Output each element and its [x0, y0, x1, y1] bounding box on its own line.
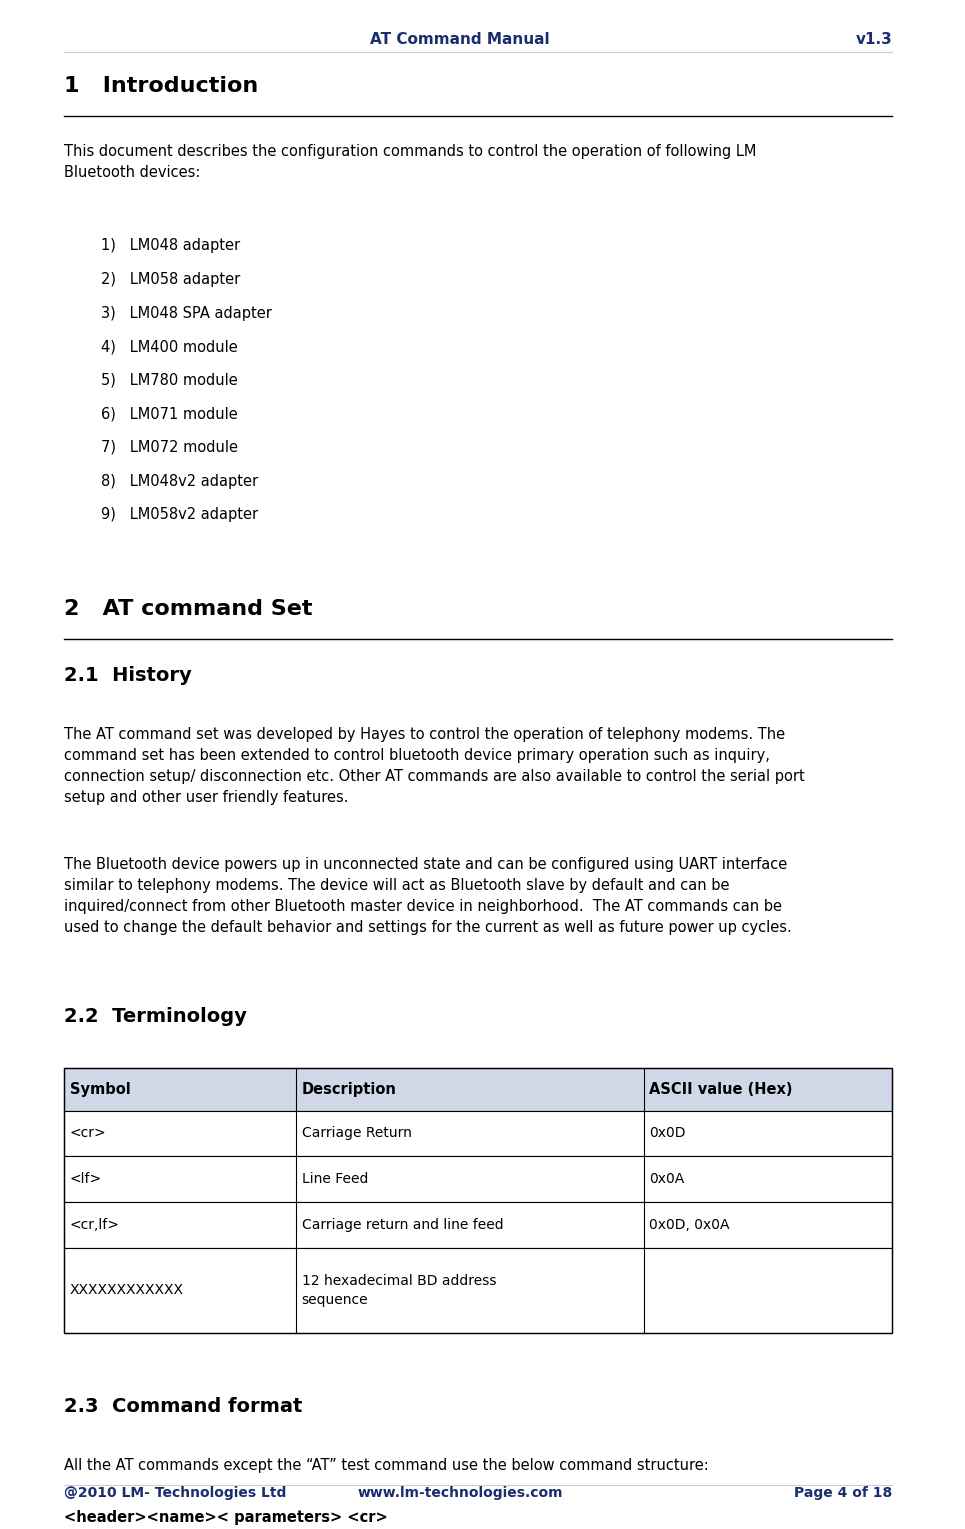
Text: 9)   LM058v2 adapter: 9) LM058v2 adapter [101, 508, 259, 521]
Bar [65, 1067, 893, 1333]
Bar [65, 1202, 893, 1248]
Text: All the AT commands except the “AT” test command use the below command structure: All the AT commands except the “AT” test… [65, 1459, 709, 1472]
Text: 4)   LM400 module: 4) LM400 module [101, 339, 238, 355]
Bar [65, 1248, 893, 1333]
Text: 12 hexadecimal BD address
sequence: 12 hexadecimal BD address sequence [302, 1274, 496, 1307]
Text: Line Feed: Line Feed [302, 1173, 368, 1187]
Text: 3)   LM048 SPA adapter: 3) LM048 SPA adapter [101, 306, 272, 321]
Bar [65, 1067, 893, 1110]
Text: The Bluetooth device powers up in unconnected state and can be configured using : The Bluetooth device powers up in unconn… [65, 856, 792, 934]
Text: 7)   LM072 module: 7) LM072 module [101, 440, 238, 456]
Text: 0x0D, 0x0A: 0x0D, 0x0A [649, 1219, 730, 1232]
Text: <cr>: <cr> [69, 1127, 106, 1141]
Text: 2.2  Terminology: 2.2 Terminology [65, 1006, 247, 1026]
Text: 2)   LM058 adapter: 2) LM058 adapter [101, 272, 240, 287]
Text: 5)   LM780 module: 5) LM780 module [101, 373, 238, 388]
Text: Description: Description [302, 1081, 397, 1096]
Text: Carriage Return: Carriage Return [302, 1127, 411, 1141]
Text: 2   AT command Set: 2 AT command Set [65, 599, 313, 619]
Text: ASCII value (Hex): ASCII value (Hex) [649, 1081, 793, 1096]
Text: 6)   LM071 module: 6) LM071 module [101, 407, 238, 422]
Text: The AT command set was developed by Hayes to control the operation of telephony : The AT command set was developed by Haye… [65, 728, 805, 806]
Text: Page 4 of 18: Page 4 of 18 [794, 1486, 893, 1500]
Text: @2010 LM- Technologies Ltd: @2010 LM- Technologies Ltd [65, 1486, 287, 1500]
Text: Carriage return and line feed: Carriage return and line feed [302, 1219, 504, 1232]
Text: 0x0D: 0x0D [649, 1127, 686, 1141]
Text: 2.3  Command format: 2.3 Command format [65, 1398, 303, 1416]
Text: AT Command Manual: AT Command Manual [370, 32, 550, 47]
Text: 1)   LM048 adapter: 1) LM048 adapter [101, 239, 240, 254]
Text: <cr,lf>: <cr,lf> [69, 1219, 120, 1232]
Text: 8)   LM048v2 adapter: 8) LM048v2 adapter [101, 474, 259, 489]
Bar [65, 1110, 893, 1156]
Text: 2.1  History: 2.1 History [65, 667, 192, 685]
Text: <lf>: <lf> [69, 1173, 102, 1187]
Text: Symbol: Symbol [69, 1081, 130, 1096]
Text: XXXXXXXXXXXX: XXXXXXXXXXXX [69, 1283, 184, 1298]
Text: This document describes the configuration commands to control the operation of f: This document describes the configuratio… [65, 144, 757, 179]
Text: 0x0A: 0x0A [649, 1173, 684, 1187]
Text: www.lm-technologies.com: www.lm-technologies.com [357, 1486, 563, 1500]
Bar [65, 1156, 893, 1202]
Text: v1.3: v1.3 [855, 32, 893, 47]
Text: <header><name>< parameters> <cr>: <header><name>< parameters> <cr> [65, 1511, 388, 1524]
Text: 1   Introduction: 1 Introduction [65, 76, 259, 96]
